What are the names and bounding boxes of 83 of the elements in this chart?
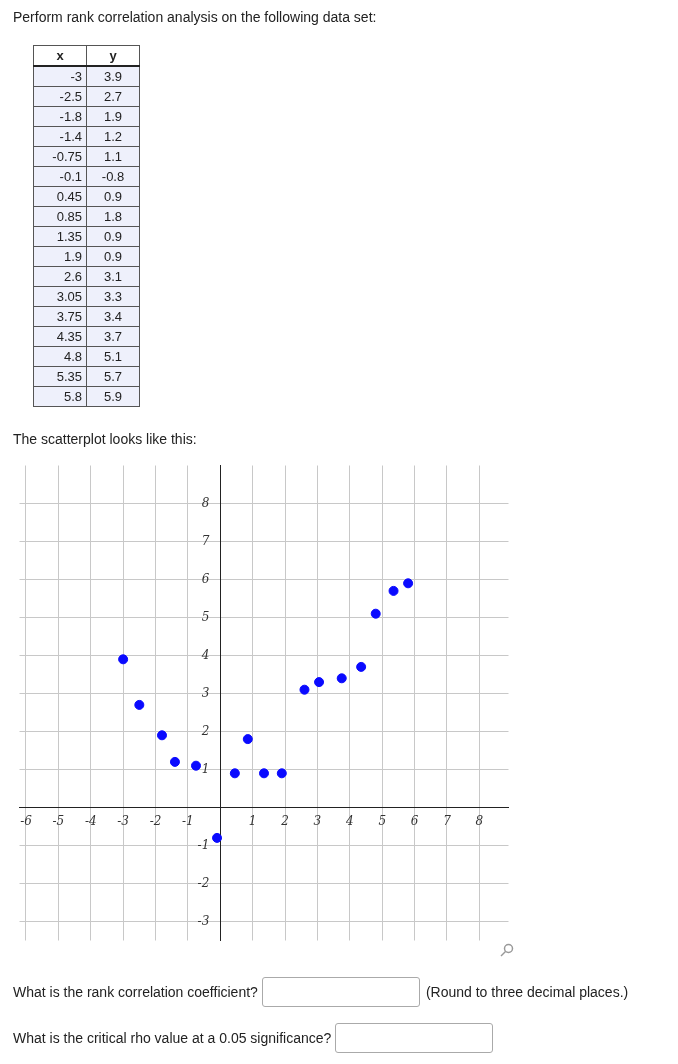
text: 1.9 (86, 106, 140, 127)
x-tick-label: 4 (345, 813, 354, 828)
text: 3.9 (86, 66, 140, 87)
point (169, 756, 180, 767)
x-tick-label: 3 (313, 813, 322, 828)
text: -0.8 (86, 166, 140, 187)
text: 5.35 (33, 366, 87, 387)
point (242, 734, 253, 745)
x-tick-label: 2 (280, 813, 289, 828)
text: 3.7 (86, 326, 140, 347)
text: -3 (33, 66, 87, 87)
text: -0.1 (33, 166, 87, 187)
text: 1.35 (33, 226, 87, 247)
text: 5.7 (86, 366, 140, 387)
text: 3.05 (33, 286, 87, 307)
point (212, 832, 223, 843)
text: -2.5 (33, 86, 87, 107)
y-tick-label: 7 (201, 533, 210, 548)
text: 5.8 (33, 386, 87, 407)
point (134, 699, 145, 710)
text: 2.7 (86, 86, 140, 107)
text: y (86, 45, 140, 66)
text: 1.2 (86, 126, 140, 147)
point (156, 730, 167, 741)
text: 0.45 (33, 186, 87, 207)
point (336, 673, 347, 684)
x-tick-label: -4 (84, 813, 97, 828)
text: 0.9 (86, 186, 140, 207)
x-tick-label: 1 (248, 813, 257, 828)
text: What is the rank correlation coefficient? (13, 984, 258, 1000)
point (229, 768, 240, 779)
x-tick-label: -1 (182, 813, 194, 828)
y-tick-label: -3 (197, 913, 210, 928)
text: Perform rank correlation analysis on the following data set: (13, 9, 377, 25)
y-tick-label: -1 (197, 837, 210, 852)
x-tick-label: 7 (443, 813, 452, 828)
point (388, 585, 399, 596)
point (356, 661, 367, 672)
text: -1.4 (33, 126, 87, 147)
text: 0.9 (86, 246, 140, 267)
x-tick-label: -6 (20, 813, 33, 828)
text: 1.1 (86, 146, 140, 167)
point (259, 768, 269, 779)
text: 0.85 (33, 206, 87, 227)
chart-title: The scatterplot looks like this: (13, 431, 197, 447)
text: What is the critical rho value at a 0.05 significance? (13, 1030, 332, 1046)
point (370, 608, 381, 619)
text: (Round to three decimal places.) (425, 984, 629, 1000)
point (314, 677, 325, 688)
text: 3.4 (86, 306, 140, 327)
text: 5.1 (86, 346, 140, 367)
y-tick-label: 5 (201, 609, 210, 624)
y-tick-label: 3 (201, 685, 210, 700)
text: 4.35 (33, 326, 87, 347)
point (118, 654, 129, 665)
x-tick-label: 5 (378, 813, 387, 828)
x-tick-label: -2 (149, 813, 162, 828)
text: 2.6 (33, 266, 87, 287)
text: 4.8 (33, 346, 87, 367)
x-tick-label: -5 (52, 813, 65, 828)
text: 3.3 (86, 286, 140, 307)
y-tick-label: 1 (201, 761, 210, 776)
text: x (33, 45, 87, 66)
text: -1.8 (33, 106, 87, 127)
text: 3.1 (86, 266, 140, 287)
text: 0.9 (86, 226, 140, 247)
text: 1.9 (33, 246, 87, 267)
y-tick-label: 4 (200, 647, 210, 662)
y-tick-label: 8 (201, 495, 210, 510)
x-tick-label: 8 (475, 813, 484, 828)
text: 1.8 (86, 206, 140, 227)
y-tick-label: -2 (197, 875, 210, 890)
y-tick-label: 6 (201, 571, 210, 586)
text: -0.75 (33, 146, 87, 167)
point (299, 684, 310, 695)
x-tick-label: -3 (117, 813, 130, 828)
text: 5.9 (86, 386, 140, 407)
point (190, 760, 201, 771)
text: 3.75 (33, 306, 87, 327)
point (276, 768, 287, 779)
x-tick-label: 6 (410, 813, 419, 828)
y-tick-label: 2 (200, 723, 210, 738)
point (403, 578, 414, 589)
